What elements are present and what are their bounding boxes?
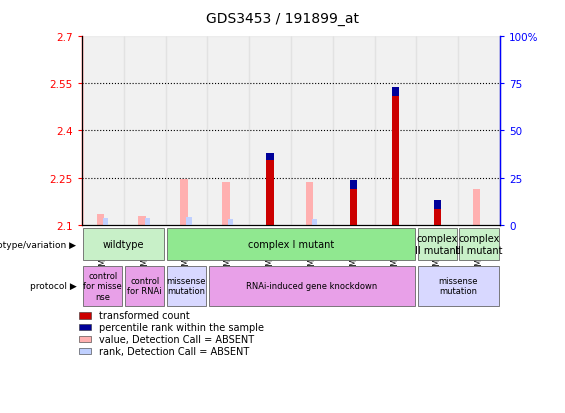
- Text: missense
mutation: missense mutation: [167, 276, 206, 296]
- Bar: [306, 183, 313, 225]
- Bar: [180, 180, 188, 225]
- Text: RNAi-induced gene knockdown: RNAi-induced gene knockdown: [246, 282, 377, 290]
- Bar: [83, 228, 164, 261]
- Bar: [433, 209, 441, 225]
- Text: value, Detection Call = ABSENT: value, Detection Call = ABSENT: [98, 335, 254, 344]
- Bar: [418, 266, 499, 306]
- Text: complex
II mutant: complex II mutant: [415, 234, 459, 256]
- Bar: [291, 37, 333, 225]
- Text: complex
III mutant: complex III mutant: [455, 234, 503, 256]
- Bar: [458, 37, 500, 225]
- Bar: [222, 183, 229, 225]
- Bar: [266, 153, 274, 161]
- Text: GDS3453 / 191899_at: GDS3453 / 191899_at: [206, 12, 359, 26]
- Bar: [459, 228, 499, 261]
- Text: wildtype: wildtype: [103, 240, 145, 250]
- Bar: [473, 189, 480, 225]
- Text: control
for RNAi: control for RNAi: [127, 276, 162, 296]
- Bar: [433, 201, 441, 209]
- Text: transformed count: transformed count: [98, 311, 189, 320]
- Bar: [392, 88, 399, 97]
- Bar: [392, 97, 399, 225]
- Bar: [138, 216, 146, 225]
- Text: control
for misse
nse: control for misse nse: [84, 271, 122, 301]
- Text: rank, Detection Call = ABSENT: rank, Detection Call = ABSENT: [98, 347, 249, 356]
- Bar: [79, 313, 91, 319]
- Bar: [418, 228, 457, 261]
- Bar: [186, 218, 192, 225]
- Bar: [124, 37, 166, 225]
- Bar: [97, 214, 104, 225]
- Bar: [166, 37, 207, 225]
- Text: percentile rank within the sample: percentile rank within the sample: [98, 323, 263, 332]
- Bar: [103, 218, 108, 225]
- Bar: [125, 266, 164, 306]
- Bar: [79, 336, 91, 342]
- Bar: [82, 37, 124, 225]
- Bar: [249, 37, 291, 225]
- Bar: [350, 180, 358, 189]
- Bar: [79, 348, 91, 354]
- Text: complex I mutant: complex I mutant: [248, 240, 334, 250]
- Bar: [83, 266, 123, 306]
- Bar: [167, 266, 206, 306]
- Text: genotype/variation ▶: genotype/variation ▶: [0, 240, 76, 249]
- Bar: [167, 228, 415, 261]
- Bar: [228, 219, 233, 225]
- Bar: [350, 189, 358, 225]
- Text: missense
mutation: missense mutation: [438, 276, 478, 296]
- Bar: [145, 218, 150, 225]
- Bar: [416, 37, 458, 225]
- Bar: [375, 37, 416, 225]
- Bar: [312, 219, 317, 225]
- Bar: [333, 37, 375, 225]
- Bar: [207, 37, 249, 225]
- Bar: [208, 266, 415, 306]
- Text: protocol ▶: protocol ▶: [29, 282, 76, 290]
- Bar: [266, 161, 274, 225]
- Bar: [79, 325, 91, 331]
